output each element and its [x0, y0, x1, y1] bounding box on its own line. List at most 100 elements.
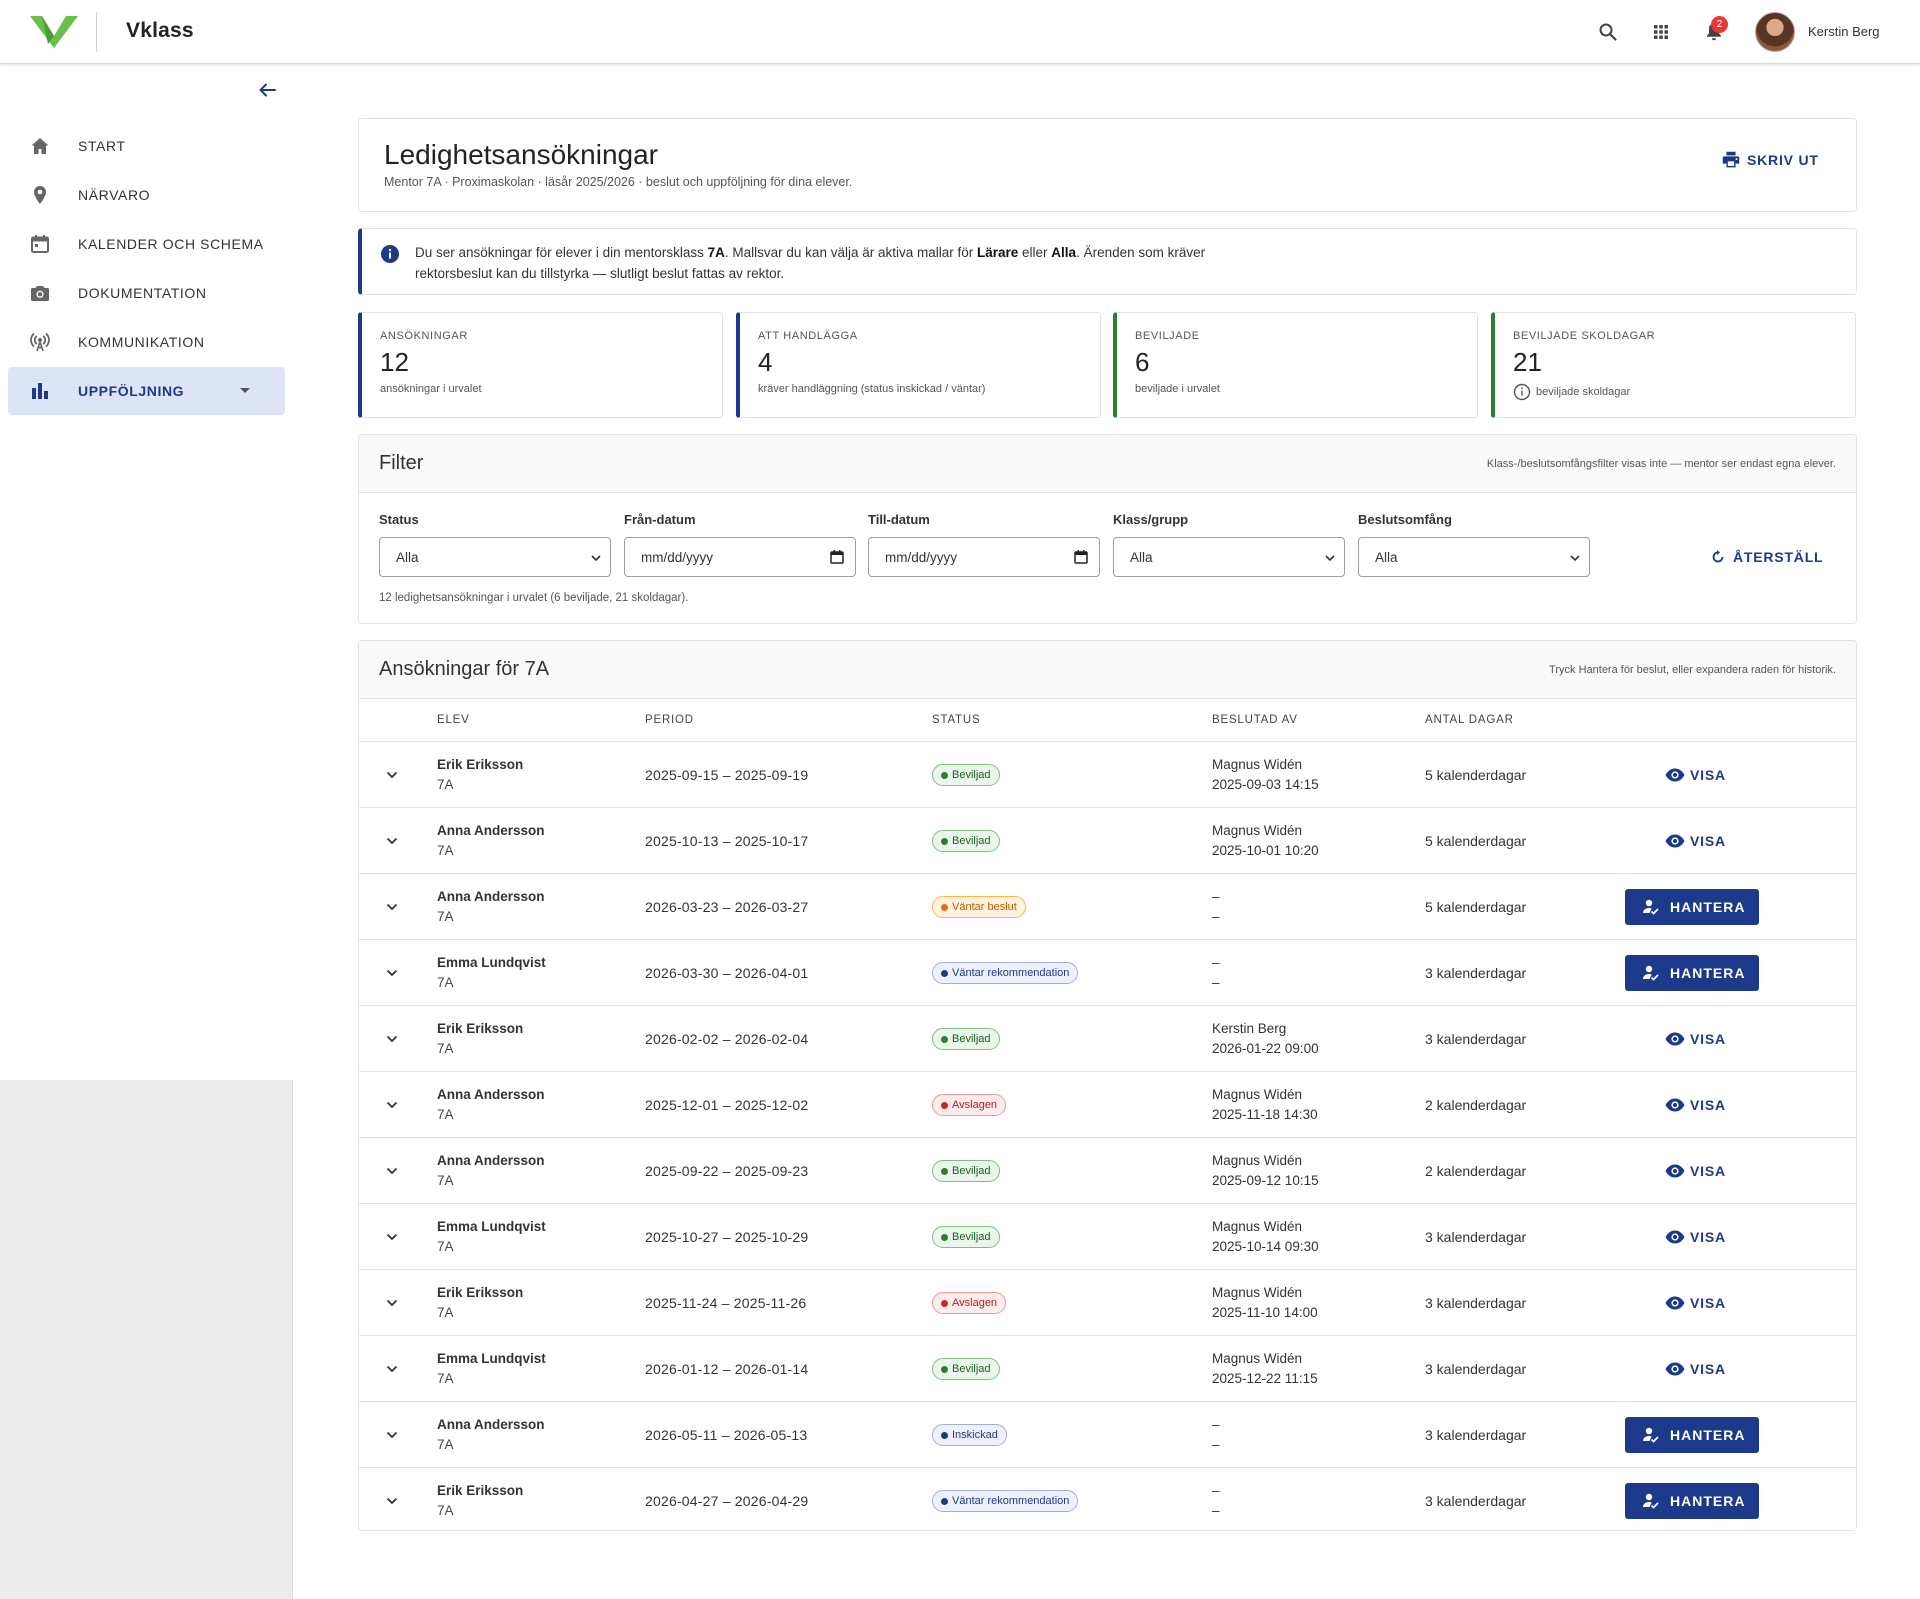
status-text: Väntar rekommendation: [952, 967, 1070, 979]
expand-row-icon[interactable]: [381, 1094, 403, 1116]
sidebar-item-label: KOMMUNIKATION: [78, 334, 205, 350]
reset-button[interactable]: ÅTERSTÄLL: [1705, 541, 1835, 573]
visa-button[interactable]: VISA: [1643, 1288, 1743, 1318]
status-dot: [941, 1300, 948, 1307]
expand-row-icon[interactable]: [381, 830, 403, 852]
table-body: Erik Eriksson 7A 2025-09-15 – 2025-09-19…: [359, 742, 1856, 1534]
hantera-button[interactable]: HANTERA: [1625, 955, 1759, 991]
apps-grid-icon[interactable]: [1649, 20, 1673, 44]
visa-button[interactable]: VISA: [1643, 1156, 1743, 1186]
expand-row-icon[interactable]: [381, 1292, 403, 1314]
visa-button[interactable]: VISA: [1643, 1024, 1743, 1054]
status-text: Väntar beslut: [952, 901, 1017, 913]
student-name: Erik Eriksson: [437, 1483, 524, 1498]
column-header-status[interactable]: STATUS: [932, 714, 981, 726]
visa-button-label: VISA: [1690, 1229, 1726, 1245]
camera-icon: [31, 286, 49, 301]
sidebar-item-uppfoljning[interactable]: UPPFÖLJNING: [8, 367, 285, 415]
user-name[interactable]: Kerstin Berg: [1808, 24, 1880, 39]
sidebar-item-narvaro[interactable]: NÄRVARO: [8, 171, 285, 219]
to-date-input[interactable]: mm/dd/yyyy: [868, 537, 1100, 577]
expand-row-icon[interactable]: [381, 962, 403, 984]
hantera-button[interactable]: HANTERA: [1625, 1417, 1759, 1453]
status-badge: Inskickad: [932, 1424, 1007, 1446]
column-header-period[interactable]: PERIOD: [645, 714, 694, 726]
sidebar-item-kommunikation[interactable]: KOMMUNIKATION: [8, 318, 285, 366]
column-header-beslutad-av[interactable]: BESLUTAD AV: [1212, 714, 1298, 726]
decision-scope-select[interactable]: Alla: [1358, 537, 1590, 577]
class-group-select[interactable]: Alla: [1113, 537, 1345, 577]
day-count: 3 kalenderdagar: [1425, 1295, 1527, 1311]
eye-icon: [1665, 768, 1685, 782]
sidebar-item-dokumentation[interactable]: DOKUMENTATION: [8, 269, 285, 317]
sidebar-item-start[interactable]: START: [8, 122, 285, 170]
period: 2026-01-12 – 2026-01-14: [645, 1361, 809, 1377]
visa-button[interactable]: VISA: [1643, 1354, 1743, 1384]
expand-row-icon[interactable]: [381, 1490, 403, 1512]
bar-chart-icon: [32, 383, 48, 399]
decided-date: 2025-10-14 09:30: [1212, 1239, 1319, 1254]
print-button[interactable]: SKRIV UT: [1716, 145, 1836, 175]
stat-att-handlagga: ATT HANDLÄGGA 4 kräver handläggning (sta…: [736, 312, 1101, 418]
day-count: 3 kalenderdagar: [1425, 1361, 1527, 1377]
chevron-down-icon[interactable]: [240, 388, 250, 393]
status-dot: [941, 1432, 948, 1439]
student-name: Anna Andersson: [437, 823, 545, 838]
calendar-icon[interactable]: [829, 549, 845, 565]
table-row: Anna Andersson 7A 2025-09-22 – 2025-09-2…: [359, 1138, 1856, 1204]
stat-label: BEVILJADE: [1135, 330, 1200, 342]
manage-user-icon: [1643, 965, 1659, 981]
vklass-logo[interactable]: [28, 14, 80, 50]
decided-by: –: [1212, 955, 1220, 970]
day-count: 3 kalenderdagar: [1425, 1427, 1527, 1443]
status-text: Avslagen: [952, 1297, 998, 1309]
sidebar-nav: START NÄRVARO KALENDER OCH SCHEMA DOKUME…: [0, 64, 293, 1080]
calendar-icon: [31, 235, 49, 253]
search-icon[interactable]: [1596, 20, 1620, 44]
status-badge: Beviljad: [932, 1028, 1000, 1050]
expand-row-icon[interactable]: [381, 896, 403, 918]
hantera-button-label: HANTERA: [1670, 1427, 1746, 1443]
status-label: Status: [379, 512, 419, 527]
stat-beviljade: BEVILJADE 6 beviljade i urvalet: [1113, 312, 1478, 418]
expand-row-icon[interactable]: [381, 1028, 403, 1050]
collapse-arrow-icon[interactable]: [255, 78, 279, 102]
from-date-input[interactable]: mm/dd/yyyy: [624, 537, 856, 577]
status-select[interactable]: Alla: [379, 537, 611, 577]
decided-date: 2025-11-18 14:30: [1212, 1107, 1318, 1122]
student-name: Erik Eriksson: [437, 757, 524, 772]
hantera-button-label: HANTERA: [1670, 965, 1746, 981]
table-row: Anna Andersson 7A 2026-05-11 – 2026-05-1…: [359, 1402, 1856, 1468]
sidebar-item-kalender[interactable]: KALENDER OCH SCHEMA: [8, 220, 285, 268]
expand-row-icon[interactable]: [381, 1226, 403, 1248]
visa-button[interactable]: VISA: [1643, 760, 1743, 790]
expand-row-icon[interactable]: [381, 1424, 403, 1446]
column-header-elev[interactable]: ELEV: [437, 714, 470, 726]
info-outline-icon[interactable]: [1513, 383, 1531, 401]
avatar[interactable]: [1755, 12, 1795, 52]
expand-row-icon[interactable]: [381, 764, 403, 786]
decided-date: –: [1212, 975, 1220, 990]
table-row: Anna Andersson 7A 2025-12-01 – 2025-12-0…: [359, 1072, 1856, 1138]
page-subtitle: Mentor 7A · Proximaskolan · läsår 2025/2…: [384, 175, 853, 189]
decided-by: –: [1212, 1417, 1220, 1432]
visa-button[interactable]: VISA: [1643, 826, 1743, 856]
student-name: Anna Andersson: [437, 1087, 545, 1102]
visa-button[interactable]: VISA: [1643, 1090, 1743, 1120]
status-text: Väntar rekommendation: [952, 1495, 1070, 1507]
expand-row-icon[interactable]: [381, 1358, 403, 1380]
status-text: Beviljad: [952, 835, 991, 847]
table-row: Erik Eriksson 7A 2026-04-27 – 2026-04-29…: [359, 1468, 1856, 1534]
visa-button[interactable]: VISA: [1643, 1222, 1743, 1252]
expand-row-icon[interactable]: [381, 1160, 403, 1182]
student-class: 7A: [437, 1239, 454, 1254]
column-header-antal-dagar[interactable]: ANTAL DAGAR: [1425, 714, 1514, 726]
status-badge: Beviljad: [932, 1358, 1000, 1380]
manage-user-icon: [1643, 899, 1659, 915]
hantera-button[interactable]: HANTERA: [1625, 1483, 1759, 1519]
sidebar-item-label: UPPFÖLJNING: [78, 383, 185, 399]
hantera-button[interactable]: HANTERA: [1625, 889, 1759, 925]
status-dot: [941, 1234, 948, 1241]
calendar-icon[interactable]: [1073, 549, 1089, 565]
sidebar: START NÄRVARO KALENDER OCH SCHEMA DOKUME…: [0, 64, 293, 1599]
